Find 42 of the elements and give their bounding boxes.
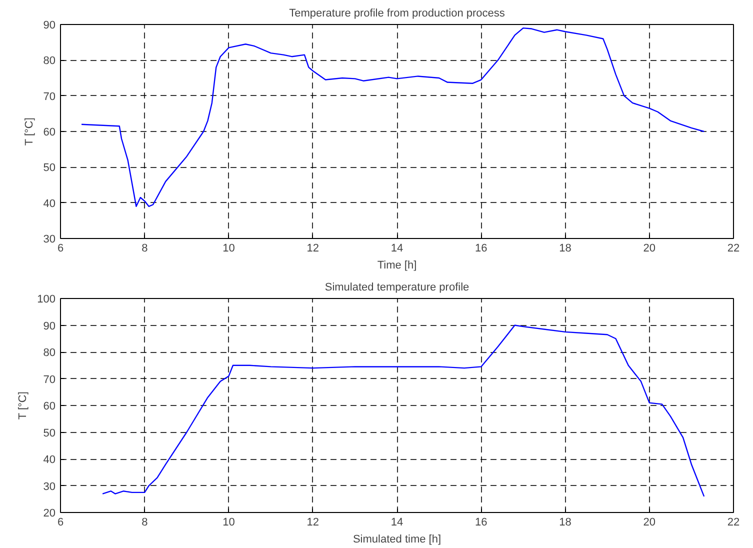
x-tick-label: 8 [142,242,148,254]
line-series [80,27,705,207]
y-tick-label: 50 [43,427,56,440]
y-tick-label: 30 [43,480,56,493]
y-tick-label: 90 [43,320,56,332]
x-tick-label: 6 [57,242,64,254]
x-tick-label: 22 [727,516,740,528]
x-tick-label: 20 [643,516,656,528]
y-axis-title: T [°C] [17,392,30,420]
x-tick-label: 12 [306,516,320,528]
y-tick-label: 80 [43,55,56,68]
y-tick-label: 30 [43,234,56,246]
x-tick-label: 10 [222,242,235,254]
y-tick-label: 40 [43,454,56,466]
x-tick-label: 6 [57,516,64,528]
y-tick-label: 70 [43,90,56,103]
y-tick-label: 40 [43,198,56,210]
chart-title: Temperature profile from production process [289,8,506,20]
y-tick-label: 70 [43,374,56,386]
y-tick-label: 60 [43,400,56,412]
x-tick-label: 14 [390,242,404,254]
x-tick-label: 16 [475,242,488,254]
x-axis-title: Simulated time [h] [352,534,442,546]
x-tick-label: 22 [727,242,740,254]
y-tick-label: 80 [43,347,56,359]
line-series [102,324,705,498]
y-tick-label: 50 [43,162,56,174]
y-tick-label: 100 [37,294,56,306]
x-tick-label: 10 [222,516,235,528]
chart-title: Simulated temperature profile [324,282,470,294]
x-tick-label: 20 [643,242,656,254]
x-tick-label: 14 [390,516,404,528]
y-tick-label: 90 [43,20,56,32]
x-tick-label: 16 [475,516,488,528]
x-tick-label: 12 [306,242,320,254]
y-tick-label: 20 [43,508,56,520]
x-tick-label: 18 [559,242,572,254]
y-axis-title: T [°C] [23,118,36,146]
x-axis-title: Time [h] [377,260,417,272]
x-tick-label: 8 [142,516,148,528]
x-tick-label: 18 [559,516,572,528]
y-tick-label: 60 [43,126,56,138]
